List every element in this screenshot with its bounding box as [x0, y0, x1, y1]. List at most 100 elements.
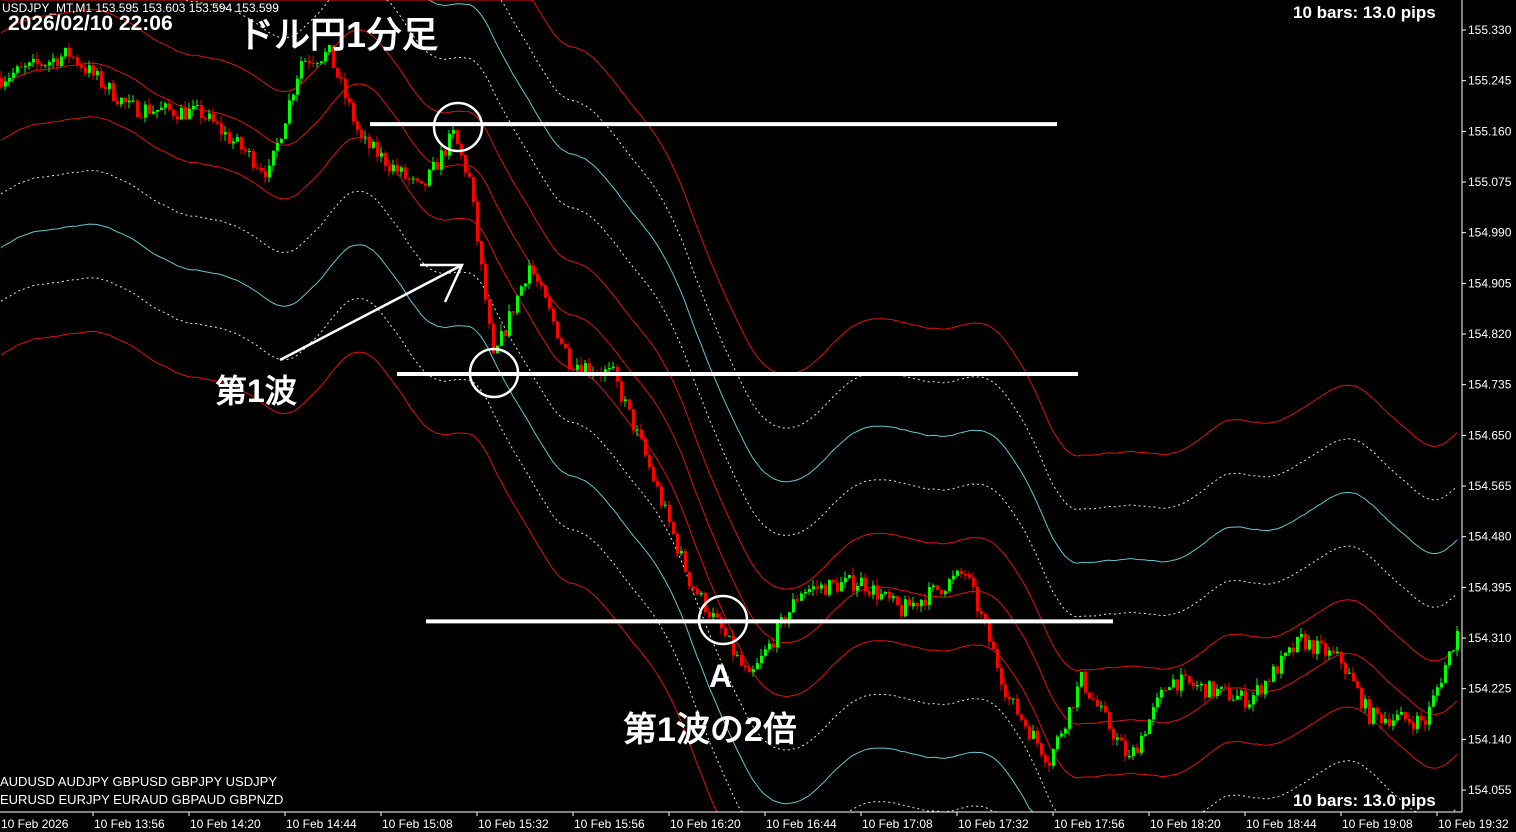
datetime-label: 2026/02/10 22:06	[8, 12, 173, 35]
candle-body	[1004, 684, 1007, 697]
candle-body	[400, 167, 403, 172]
candle-body	[308, 60, 311, 63]
candle-body	[480, 241, 483, 265]
candle-body	[328, 45, 331, 53]
candle-body	[540, 281, 543, 286]
candle-body	[1068, 707, 1071, 729]
candle-body	[1184, 674, 1187, 676]
candle-body	[1284, 652, 1287, 656]
candle-body	[736, 654, 739, 656]
symbol-buttons-row2[interactable]: EURUSD EURJPY EURAUD GBPAUD GBPNZD	[0, 792, 284, 807]
candle-body	[792, 599, 795, 613]
candle-body	[180, 107, 183, 120]
candle-body	[1192, 682, 1195, 687]
price-tick-label: 154.990	[1468, 226, 1512, 240]
candle-body	[44, 65, 47, 67]
candle-body	[1296, 636, 1299, 653]
candle-body	[208, 113, 211, 119]
candle-body	[908, 599, 911, 607]
candle-body	[1188, 675, 1191, 683]
candle-body	[1176, 679, 1179, 691]
candle-body	[524, 283, 527, 287]
candle-body	[220, 123, 223, 135]
candle-body	[260, 167, 263, 171]
candle-body	[548, 297, 551, 309]
candle-body	[612, 366, 615, 369]
candle-body	[444, 150, 447, 156]
candle-body	[1264, 680, 1267, 695]
candle-body	[1156, 697, 1159, 708]
time-tick-label: 10 Feb 15:56	[574, 817, 645, 831]
candle-body	[1368, 698, 1371, 724]
candle-body	[1108, 712, 1111, 729]
candle-body	[764, 649, 767, 656]
candle-body	[156, 110, 159, 112]
candle-body	[916, 602, 919, 607]
candle-body	[340, 77, 343, 79]
candle-body	[1292, 647, 1295, 653]
band-upper-5	[1, 0, 1458, 457]
time-tick-label: 10 Feb 17:56	[1054, 817, 1125, 831]
candle-body	[768, 643, 771, 650]
candle-body	[1172, 679, 1175, 688]
candle-body	[544, 285, 547, 298]
candle-body	[952, 575, 955, 580]
candle-body	[776, 623, 779, 648]
candle-body	[904, 599, 907, 617]
candle-body	[1396, 714, 1399, 721]
candle-body	[812, 586, 815, 590]
candle-body	[8, 77, 11, 82]
candle-body	[236, 137, 239, 142]
candle-body	[912, 602, 915, 607]
candle-body	[744, 665, 747, 668]
candle-body	[504, 331, 507, 337]
candle-body	[192, 105, 195, 110]
price-tick-label: 155.245	[1468, 74, 1512, 88]
candle-body	[464, 154, 467, 173]
pips-label-top: 10 bars: 13.0 pips	[1293, 3, 1436, 22]
candle-body	[472, 176, 475, 202]
candle-body	[1132, 747, 1135, 756]
candle-body	[528, 265, 531, 284]
candle-body	[1424, 720, 1427, 725]
candle-body	[672, 522, 675, 534]
candle-body	[752, 669, 755, 673]
candle-body	[760, 655, 763, 664]
candle-body	[800, 593, 803, 601]
candle-body	[620, 381, 623, 402]
price-tick-label: 154.480	[1468, 530, 1512, 544]
candle-body	[0, 77, 3, 87]
candle-body	[144, 104, 147, 118]
candle-body	[1064, 728, 1067, 734]
candle-body	[240, 137, 243, 150]
time-tick-label: 10 Feb 18:20	[1150, 817, 1221, 831]
price-tick-label: 155.160	[1468, 124, 1512, 138]
candle-body	[1240, 690, 1243, 696]
time-tick-label: 10 Feb 17:32	[958, 817, 1029, 831]
candle-body	[960, 570, 963, 574]
candle-body	[304, 60, 307, 62]
candle-body	[68, 47, 71, 57]
candle-body	[244, 149, 247, 152]
candle-body	[352, 102, 355, 122]
candle-body	[660, 486, 663, 506]
candle-body	[816, 586, 819, 589]
candle-body	[1404, 711, 1407, 719]
candle-body	[252, 150, 255, 168]
symbol-buttons-row1[interactable]: AUDUSD AUDJPY GBPUSD GBPJPY USDJPY	[0, 774, 277, 789]
price-axis-bg	[1462, 0, 1516, 832]
highlight-circle	[697, 594, 749, 646]
time-tick-label: 10 Feb 19:08	[1342, 817, 1413, 831]
price-tick-label: 154.140	[1468, 732, 1512, 746]
candle-body	[516, 295, 519, 313]
candle-body	[824, 584, 827, 595]
candle-body	[572, 369, 575, 371]
price-tick-label: 154.820	[1468, 327, 1512, 341]
candle-body	[500, 331, 503, 346]
candle-body	[1024, 719, 1027, 727]
candle-body	[24, 65, 27, 67]
price-tick-label: 155.075	[1468, 175, 1512, 189]
candle-body	[1280, 655, 1283, 674]
candle-body	[488, 299, 491, 324]
